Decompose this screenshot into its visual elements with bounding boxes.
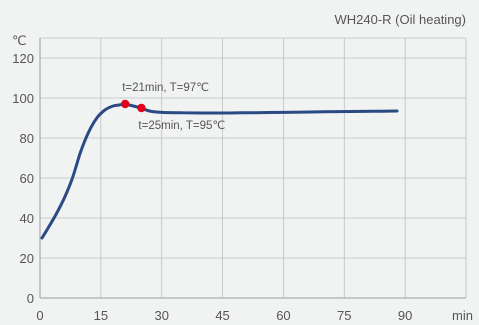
annotation-marker (121, 99, 130, 109)
y-axis-unit: ℃ (12, 33, 27, 48)
annotation-label: t=25min, T=95℃ (138, 120, 225, 132)
x-tick-label: 60 (276, 308, 290, 323)
x-tick-label: 0 (36, 308, 43, 323)
x-tick-label: 45 (215, 308, 229, 323)
series-layer (40, 102, 399, 240)
x-tick-label: 75 (337, 308, 351, 323)
gridlines (40, 37, 467, 298)
y-tick-label: 20 (20, 251, 34, 266)
series-line (40, 102, 399, 240)
annotation-markers: t=21min, T=97℃ t=25min, T=95℃ (121, 82, 225, 132)
tick-labels: 0 20 40 60 80 100 120 0 15 30 45 60 75 90 (12, 51, 412, 323)
x-tick-label: 15 (94, 308, 108, 323)
annotation-marker (137, 103, 146, 113)
x-tick-label: 30 (154, 308, 168, 323)
annotation-label: t=21min, T=97℃ (122, 82, 209, 94)
chart-title: WH240-R (Oil heating) (335, 12, 467, 27)
y-tick-label: 40 (20, 211, 34, 226)
y-tick-label: 60 (20, 171, 34, 186)
x-axis-unit: min (452, 308, 473, 323)
x-tick-label: 90 (398, 308, 412, 323)
y-tick-label: 100 (12, 91, 34, 106)
y-tick-label: 120 (12, 51, 34, 66)
y-tick-label: 0 (27, 291, 34, 306)
y-tick-label: 80 (20, 131, 34, 146)
axes (39, 38, 466, 299)
